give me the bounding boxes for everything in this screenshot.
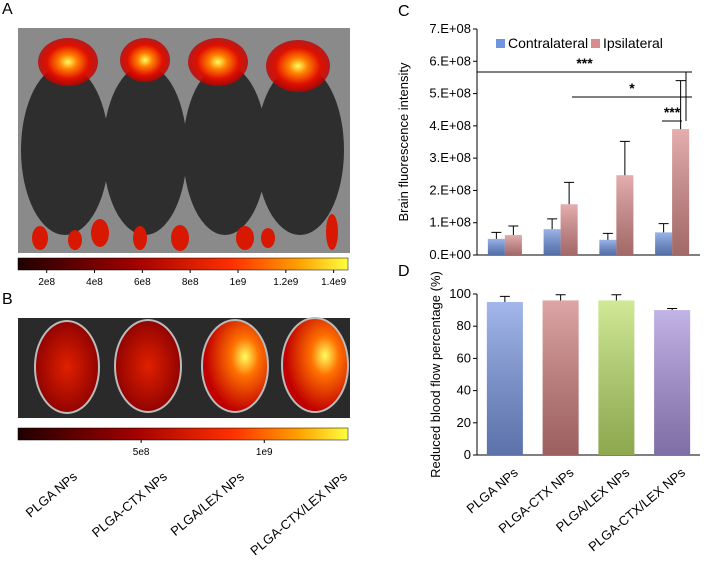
y-tick-label: 40 xyxy=(457,383,471,398)
colorbar-tick-label: 5e8 xyxy=(133,447,150,458)
colorbar-tick-label: 1.4e9 xyxy=(321,277,346,288)
x-tick-label: PLGA NPs xyxy=(464,464,522,516)
colorbar-tick-label: 2e8 xyxy=(38,277,55,288)
y-tick-label: 0.E+00 xyxy=(429,247,471,262)
bar-shade xyxy=(654,310,691,455)
annotation: * xyxy=(629,80,635,96)
error-bar xyxy=(547,218,558,230)
colorbar-tick-label: 1.2e9 xyxy=(273,277,298,288)
bar-shade xyxy=(487,238,505,255)
error-bar xyxy=(611,294,622,301)
y-axis-label: Brain fluorescence intensity xyxy=(396,62,411,221)
mice-image xyxy=(18,28,350,253)
bar-shade xyxy=(486,302,523,455)
legend-swatch xyxy=(496,39,505,48)
x-tick-label: PLGA-CTX/LEX NPs xyxy=(585,464,688,554)
y-tick-label: 20 xyxy=(457,415,471,430)
y-tick-label: 60 xyxy=(457,350,471,365)
panel-label: D xyxy=(398,263,410,280)
bar-shade xyxy=(542,300,579,455)
brain-image xyxy=(18,317,350,418)
panel-label: A xyxy=(2,1,13,18)
panel-label: C xyxy=(398,3,410,20)
y-tick-label: 2.E+08 xyxy=(429,182,471,197)
colorbar-tick-label: 1e9 xyxy=(230,277,247,288)
bar-shade xyxy=(616,175,634,255)
y-tick-label: 6.E+08 xyxy=(429,53,471,68)
bar-shade xyxy=(504,234,522,255)
y-axis-label: Reduced blood flow percentage (%) xyxy=(428,271,443,478)
y-tick-label: 4.E+08 xyxy=(429,118,471,133)
colorbar-tick-label: 1e9 xyxy=(256,447,273,458)
y-tick-label: 0 xyxy=(464,447,471,462)
error-bar xyxy=(499,295,510,303)
x-tick-label: PLGA NPs xyxy=(23,468,81,520)
annotation: *** xyxy=(576,55,593,71)
error-bar xyxy=(667,307,678,311)
annotation: *** xyxy=(664,104,681,120)
error-bar xyxy=(564,181,575,205)
colorbar-tick-label: 4e8 xyxy=(86,277,103,288)
colorbar-tick-label: 6e8 xyxy=(134,277,151,288)
error-bar xyxy=(491,231,502,239)
error-bar xyxy=(619,140,630,176)
error-bar xyxy=(602,232,613,240)
x-tick-label: PLGA-CTX/LEX NPs xyxy=(247,468,350,558)
y-tick-label: 80 xyxy=(457,318,471,333)
colorbar xyxy=(17,257,349,271)
colorbar-tick-label: 8e8 xyxy=(182,277,199,288)
error-bar xyxy=(508,225,519,235)
bar-shade xyxy=(599,239,617,255)
legend-label: Ipsilateral xyxy=(603,35,663,51)
y-tick-label: 3.E+08 xyxy=(429,150,471,165)
y-tick-label: 1.E+08 xyxy=(429,215,471,230)
x-tick-label: PLGA-CTX NPs xyxy=(89,468,170,540)
colorbar xyxy=(17,427,349,441)
bar-shade xyxy=(655,232,673,255)
legend-label: Contralateral xyxy=(508,35,588,51)
y-tick-label: 5.E+08 xyxy=(429,86,471,101)
bar-shade xyxy=(598,300,635,455)
error-bar xyxy=(658,223,669,233)
bar-shade xyxy=(672,129,690,255)
y-tick-label: 7.E+08 xyxy=(429,21,471,36)
panel-label: B xyxy=(2,291,13,308)
x-tick-label: PLGA/LEX NPs xyxy=(168,468,248,538)
error-bar xyxy=(555,294,566,301)
legend-swatch xyxy=(591,39,600,48)
y-tick-label: 100 xyxy=(449,286,471,301)
bar-shade xyxy=(543,229,561,255)
bar-shade xyxy=(560,204,578,255)
